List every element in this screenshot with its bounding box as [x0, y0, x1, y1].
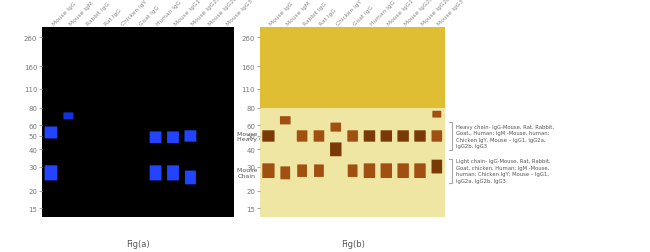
Text: Mouse IgM: Mouse IgM [285, 1, 311, 26]
Text: Goat IgG: Goat IgG [353, 5, 374, 26]
FancyBboxPatch shape [364, 131, 375, 142]
Text: Mouse IgG: Mouse IgG [268, 1, 294, 26]
FancyBboxPatch shape [314, 165, 324, 177]
FancyBboxPatch shape [167, 132, 179, 143]
Text: Mouse IgG: Mouse IgG [51, 1, 77, 26]
FancyBboxPatch shape [280, 167, 290, 180]
Text: Human IgG: Human IgG [155, 0, 183, 26]
Text: Mouse IgG3: Mouse IgG3 [226, 0, 254, 26]
Text: Rabbit IgG: Rabbit IgG [86, 1, 111, 26]
Text: Mouse IgG1: Mouse IgG1 [173, 0, 202, 26]
FancyBboxPatch shape [347, 131, 358, 142]
FancyBboxPatch shape [297, 131, 307, 142]
FancyBboxPatch shape [414, 164, 426, 178]
Text: Fig(a): Fig(a) [126, 239, 150, 248]
Text: Mouse IgG1: Mouse IgG1 [386, 0, 415, 26]
FancyBboxPatch shape [330, 143, 341, 156]
FancyBboxPatch shape [414, 131, 426, 142]
Text: Mouse IgG3: Mouse IgG3 [437, 0, 465, 26]
FancyBboxPatch shape [432, 160, 442, 174]
Text: Mouse IgG
Heavy Chain: Mouse IgG Heavy Chain [237, 131, 278, 142]
FancyBboxPatch shape [262, 164, 274, 178]
Text: Mouse IgM: Mouse IgM [68, 1, 94, 26]
FancyBboxPatch shape [185, 131, 196, 142]
Text: Mouse IgG2a: Mouse IgG2a [190, 0, 222, 26]
FancyBboxPatch shape [150, 166, 161, 181]
FancyBboxPatch shape [432, 131, 442, 142]
FancyBboxPatch shape [314, 131, 324, 142]
Text: Chicken IgY: Chicken IgY [121, 0, 148, 26]
Text: Rat IgG: Rat IgG [103, 8, 122, 26]
FancyBboxPatch shape [150, 132, 161, 143]
FancyBboxPatch shape [280, 117, 291, 125]
Text: Rabbit IgG: Rabbit IgG [302, 1, 328, 26]
FancyBboxPatch shape [63, 113, 73, 120]
FancyBboxPatch shape [262, 131, 274, 142]
Text: Mouse IgG2b: Mouse IgG2b [208, 0, 239, 26]
FancyBboxPatch shape [364, 164, 375, 178]
Text: Mouse IgG Light
Chain: Mouse IgG Light Chain [237, 168, 289, 179]
FancyBboxPatch shape [185, 171, 196, 185]
Text: Mouse IgG2b: Mouse IgG2b [420, 0, 451, 26]
FancyBboxPatch shape [330, 123, 341, 132]
FancyBboxPatch shape [45, 166, 57, 181]
FancyBboxPatch shape [397, 131, 409, 142]
Bar [260, 108, 445, 217]
FancyBboxPatch shape [381, 164, 392, 178]
Text: Mouse IgG2a: Mouse IgG2a [403, 0, 434, 26]
FancyBboxPatch shape [167, 166, 179, 181]
FancyBboxPatch shape [348, 165, 358, 177]
FancyBboxPatch shape [297, 165, 307, 177]
FancyBboxPatch shape [397, 164, 409, 178]
FancyBboxPatch shape [381, 131, 392, 142]
Text: Goat IgG: Goat IgG [138, 5, 160, 26]
Text: Heavy chain- IgG-Mouse, Rat, Rabbit,
Goat,, Human; IgM -Mouse, human;
Chicken Ig: Heavy chain- IgG-Mouse, Rat, Rabbit, Goa… [456, 124, 554, 149]
Text: Human IgG: Human IgG [369, 0, 396, 26]
Text: Light chain- IgG-Mouse, Rat, Rabbit,
Goat, chicken, Human; IgM -Mouse,
human; Ch: Light chain- IgG-Mouse, Rat, Rabbit, Goa… [456, 159, 551, 183]
FancyBboxPatch shape [45, 127, 57, 139]
FancyBboxPatch shape [432, 111, 441, 118]
Text: Rat IgG: Rat IgG [319, 8, 338, 26]
Text: Chicken IgY: Chicken IgY [336, 0, 363, 26]
Text: Fig(b): Fig(b) [341, 239, 365, 248]
Bar [260, 28, 445, 108]
